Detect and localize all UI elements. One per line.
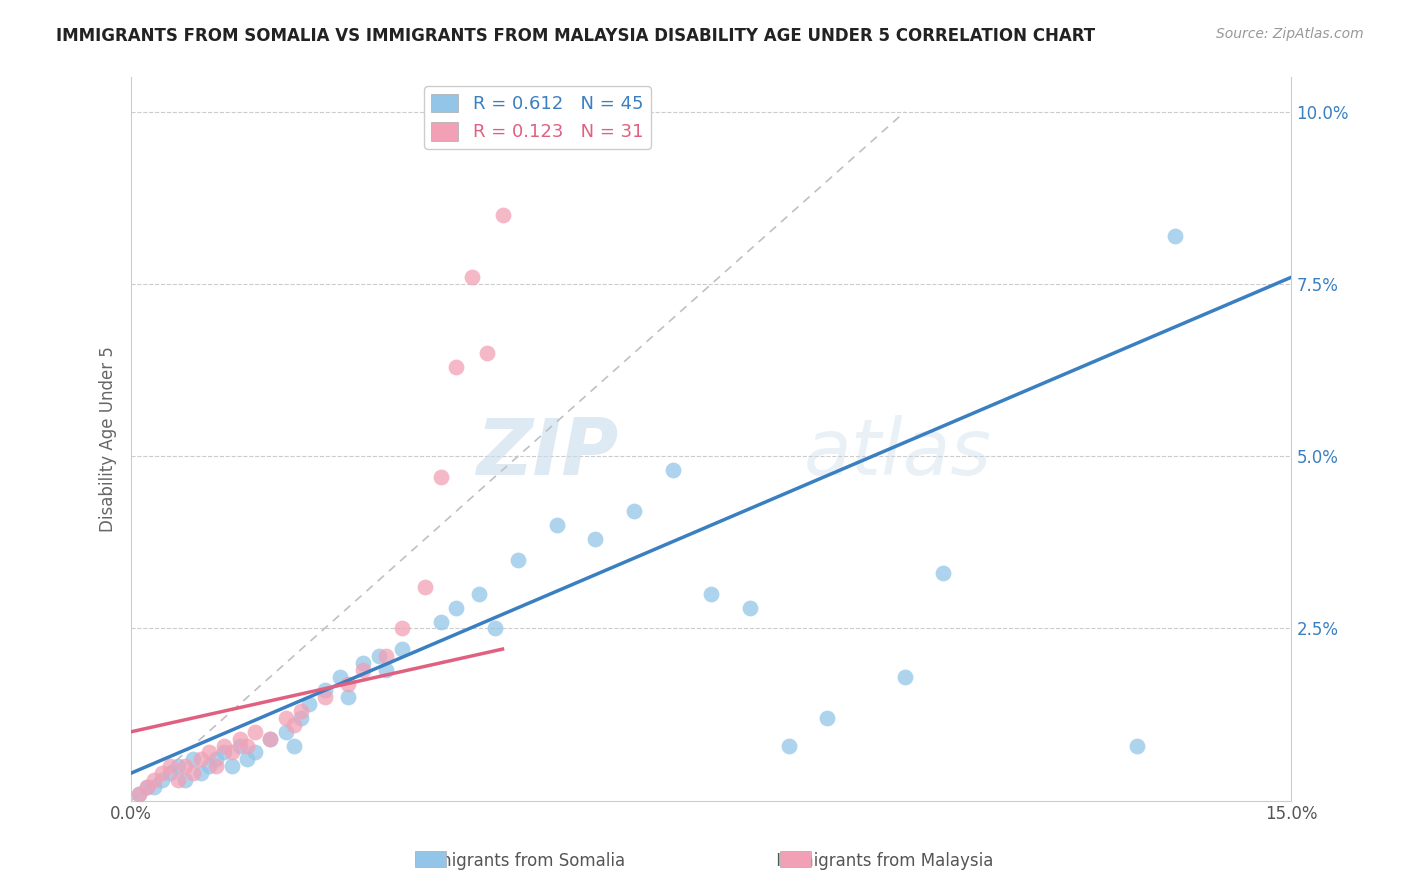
Point (283, 739, 305, 753)
Point (429, 615, 451, 629)
Point (546, 518, 568, 533)
Point (159, 766, 181, 780)
Point (367, 648, 389, 663)
Point (221, 746, 243, 760)
Point (583, 532, 606, 546)
Point (221, 759, 243, 773)
Point (298, 697, 321, 711)
Point (391, 642, 413, 657)
Point (484, 622, 506, 636)
Point (429, 470, 451, 484)
Point (274, 724, 297, 739)
Point (150, 766, 173, 780)
Point (506, 552, 529, 566)
Point (475, 346, 498, 360)
Point (212, 739, 235, 753)
Point (314, 683, 336, 698)
Point (1164, 228, 1187, 243)
Point (336, 676, 359, 690)
Point (815, 711, 838, 725)
Point (143, 772, 166, 787)
Point (893, 670, 915, 684)
Text: ZIP: ZIP (477, 416, 619, 491)
Point (1126, 739, 1149, 753)
Point (932, 566, 955, 581)
Point (700, 587, 723, 601)
Text: atlas: atlas (804, 416, 993, 491)
Point (283, 718, 305, 732)
Point (468, 587, 491, 601)
Point (143, 780, 166, 794)
Point (181, 752, 204, 766)
Point (174, 772, 197, 787)
Point (135, 780, 157, 794)
Point (228, 739, 250, 753)
Point (329, 670, 352, 684)
Point (623, 504, 645, 518)
Point (236, 739, 259, 753)
Point (375, 648, 398, 663)
Point (259, 731, 281, 746)
Point (661, 463, 683, 477)
Point (205, 759, 228, 773)
Point (444, 600, 467, 615)
Point (159, 759, 181, 773)
Point (413, 580, 436, 594)
Point (391, 622, 413, 636)
Point (274, 711, 297, 725)
Point (336, 690, 359, 705)
Point (352, 656, 374, 670)
Point (259, 731, 281, 746)
Point (243, 746, 266, 760)
Point (236, 752, 259, 766)
Point (375, 663, 398, 677)
Point (174, 759, 197, 773)
Text: Immigrants from Somalia: Immigrants from Somalia (388, 852, 624, 870)
Point (352, 663, 374, 677)
Text: Source: ZipAtlas.com: Source: ZipAtlas.com (1216, 27, 1364, 41)
Point (212, 746, 235, 760)
Point (166, 759, 188, 773)
Legend: R = 0.612   N = 45, R = 0.123   N = 31: R = 0.612 N = 45, R = 0.123 N = 31 (425, 87, 651, 149)
Point (290, 711, 312, 725)
Text: IMMIGRANTS FROM SOMALIA VS IMMIGRANTS FROM MALAYSIA DISABILITY AGE UNDER 5 CORRE: IMMIGRANTS FROM SOMALIA VS IMMIGRANTS FR… (56, 27, 1095, 45)
Point (166, 772, 188, 787)
Point (491, 208, 513, 222)
Point (135, 780, 157, 794)
Text: Immigrants from Malaysia: Immigrants from Malaysia (749, 852, 994, 870)
Point (205, 752, 228, 766)
Point (314, 690, 336, 705)
Point (128, 787, 150, 801)
Point (181, 766, 204, 780)
Point (197, 759, 219, 773)
Point (190, 766, 212, 780)
Point (197, 746, 219, 760)
Point (738, 600, 761, 615)
Point (243, 724, 266, 739)
Point (460, 270, 482, 285)
Point (290, 704, 312, 718)
Y-axis label: Disability Age Under 5: Disability Age Under 5 (100, 346, 117, 532)
Point (228, 731, 250, 746)
Point (128, 787, 150, 801)
Point (444, 359, 467, 374)
Point (778, 739, 800, 753)
Point (190, 752, 212, 766)
Point (150, 772, 173, 787)
